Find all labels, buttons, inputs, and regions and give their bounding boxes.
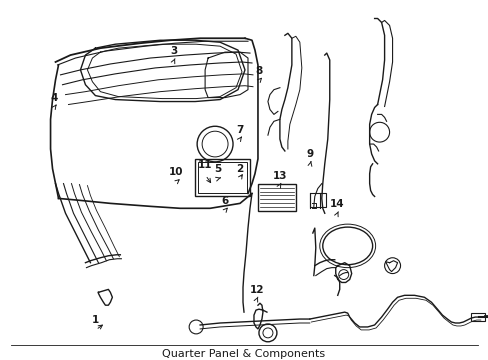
Text: 11: 11 [198,160,212,170]
Text: 8: 8 [255,66,262,76]
Text: 14: 14 [329,199,344,209]
Text: 2: 2 [236,164,243,174]
Text: 9: 9 [306,149,313,159]
Text: 13: 13 [272,171,286,181]
Text: 7: 7 [235,125,243,135]
Text: 3: 3 [170,46,177,56]
Text: 12: 12 [249,285,264,295]
Text: 6: 6 [221,196,228,206]
Bar [470,313,484,321]
Text: Quarter Panel & Components: Quarter Panel & Components [162,348,325,359]
Bar [258,184,295,211]
Bar [309,193,325,207]
Text: 1: 1 [92,315,99,325]
Bar [198,162,246,193]
Text: 10: 10 [169,167,183,177]
Text: 5: 5 [214,164,221,174]
Bar [195,159,249,197]
Text: 4: 4 [51,93,58,103]
